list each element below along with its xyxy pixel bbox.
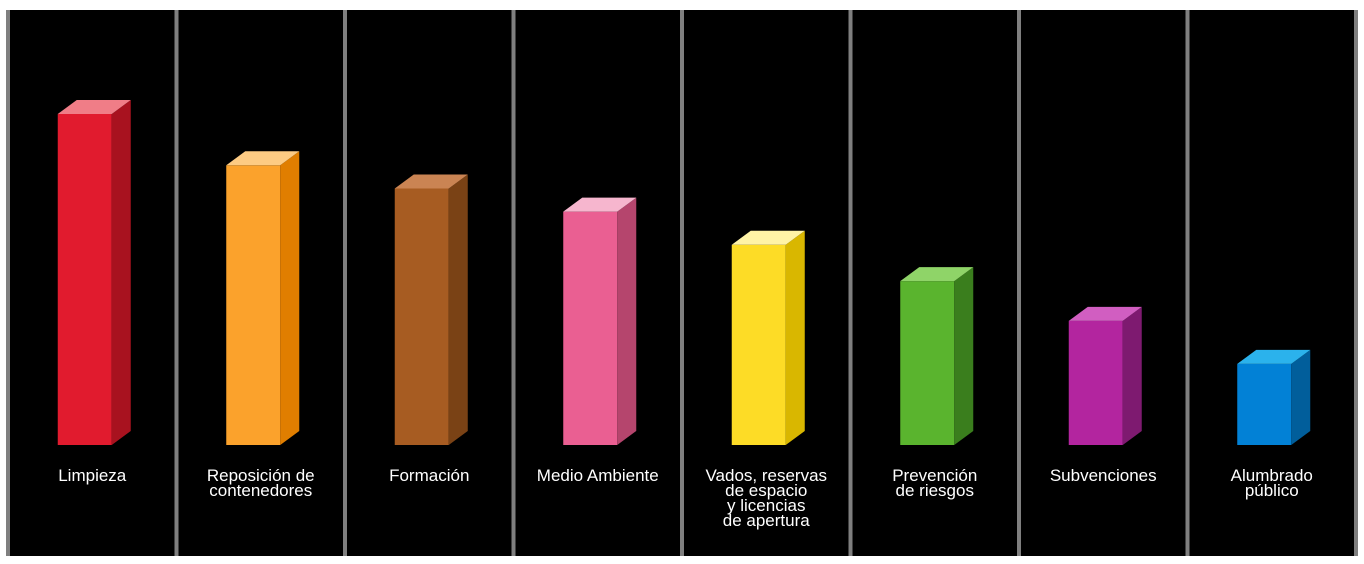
category-label: Reposición de contenedores [207,466,315,500]
bar [226,151,300,445]
category-label: Medio Ambiente [537,466,659,485]
bar-side [448,174,468,445]
bar-front [731,244,786,445]
frame-left [0,0,8,564]
bar-front [1237,363,1292,445]
category-label-line: Medio Ambiente [537,466,659,485]
category-label: Limpieza [58,466,127,485]
bar-top [57,100,131,114]
category-label-line: público [1245,481,1299,500]
category-label: Vados, reservas de espacio y licencias de a… [705,466,827,530]
column-divider [343,10,347,556]
category-label: Alumbrado público [1231,466,1313,500]
bar [1237,349,1311,445]
category-label-line: y licencias [727,496,805,515]
category-label-line: Prevención [892,466,977,485]
bar [731,230,805,445]
bar-front [226,165,281,445]
column-divider [1017,10,1021,556]
bar-top [394,174,468,189]
category-label: Formación [389,466,469,485]
bar-front [1068,320,1123,445]
bar-front [57,114,112,445]
category-label-line: de apertura [723,511,810,530]
bar-front [900,281,955,445]
bar [563,197,637,445]
column-divider [174,10,179,556]
column-divider [1354,10,1358,556]
category-label-line: Vados, reservas [705,466,827,485]
category-labels: Limpieza Reposición de contenedores Formaci… [58,466,1313,530]
bar-top [1237,349,1311,364]
bar-top [731,230,805,245]
category-label-line: Reposición de [207,466,315,485]
column-divider [848,10,853,556]
bar [1068,306,1142,445]
frame-right [1356,0,1364,564]
bar-top [1068,306,1142,321]
bar [394,174,468,445]
column-divider [1185,10,1190,556]
bar-side [785,230,805,445]
category-label: Subvenciones [1050,466,1157,485]
bar-side [1122,306,1142,445]
bar-side [111,100,131,445]
category-label-line: de espacio [725,481,807,500]
bar-side [617,197,637,445]
bar-side [280,151,300,445]
category-label-line: Subvenciones [1050,466,1157,485]
frame-bottom [0,556,1364,564]
bar-side [1291,349,1311,445]
bar-top [563,197,637,212]
bar-front [394,188,449,445]
category-label-line: Limpieza [58,466,127,485]
frame-top [0,0,1364,10]
column-divider [511,10,516,556]
category-label-line: de riesgos [896,481,974,500]
column-divider [6,10,10,556]
bar [900,267,974,445]
category-label-line: contenedores [209,481,312,500]
category-label-line: Formación [389,466,469,485]
bar-front [563,211,618,445]
bar-side [954,267,974,445]
bars [57,100,1311,445]
category-label-line: Alumbrado [1231,466,1313,485]
category-label: Prevención de riesgos [892,466,977,500]
bar-top [900,267,974,282]
bar-top [226,151,300,166]
bar [57,100,131,445]
column-divider [680,10,684,556]
